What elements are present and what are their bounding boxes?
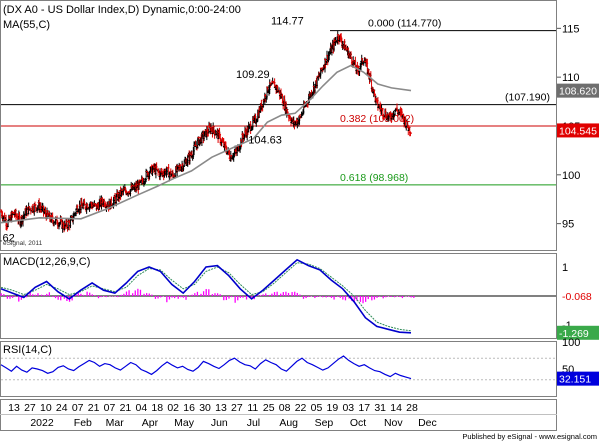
time-month-label: Aug: [279, 417, 298, 429]
swing-label: 109.29: [236, 69, 270, 81]
time-tick-label: 04: [136, 402, 148, 414]
time-tick-label: 24: [56, 402, 68, 414]
time-month-label: Dec: [418, 417, 437, 429]
swing-label: 94.62: [0, 232, 15, 244]
time-month-label: May: [174, 417, 195, 429]
swing-label: 114.77: [271, 16, 304, 28]
time-tick-label: 31: [374, 402, 386, 414]
time-tick-label: 30: [199, 402, 211, 414]
footer-credit: Published by eSignal - www.esignal.com: [462, 432, 597, 441]
time-month-label: Sep: [315, 417, 334, 429]
price-tick-label: 115: [562, 23, 580, 35]
time-tick-label: 17: [358, 402, 370, 414]
time-tick-label: 13: [8, 402, 20, 414]
watermark: eSignal, 2011: [3, 240, 43, 247]
signal-last-value: -1.269: [559, 328, 589, 340]
ma-last-tag: 108.620: [559, 86, 597, 98]
ma-label: MA(55,C): [3, 19, 50, 31]
price-tick-label: 95: [562, 219, 574, 231]
level-label-fib_382: 0.382 (105.002): [340, 113, 414, 125]
time-month-label: 2022: [30, 417, 54, 429]
time-axis: 13 27 10 24 07 21 07 21 04 18 02 16 30 13 27 11 25 08 22 05…: [8, 402, 437, 429]
macd-tick-label: 1: [562, 262, 568, 274]
rsi-pane-frame: [0, 341, 557, 397]
time-tick-label: 13: [215, 402, 227, 414]
price-tick-label: 110: [562, 72, 580, 84]
time-tick-label: 22: [295, 402, 307, 414]
time-tick-label: 07: [72, 402, 84, 414]
time-month-label: Nov: [384, 417, 403, 429]
level-label-resistance: (107.190): [505, 92, 550, 104]
time-tick-label: 02: [167, 402, 179, 414]
time-tick-label: 05: [311, 402, 323, 414]
time-month-label: Jun: [211, 417, 228, 429]
ma-55-line: [0, 64, 412, 224]
level-label-fib_618: 0.618 (98.968): [340, 172, 408, 184]
price-tick-label: 100: [562, 170, 580, 182]
time-tick-label: 16: [183, 402, 195, 414]
last-price-tag-bg: [557, 123, 599, 138]
time-tick-label: 03: [342, 402, 354, 414]
time-tick-label: 27: [24, 402, 36, 414]
time-tick-label: 25: [263, 402, 275, 414]
swing-label: 104.63: [248, 135, 282, 147]
rsi-last-tag-bg: [557, 371, 599, 386]
macd-label: MACD(12,26,9,C): [3, 256, 90, 268]
rsi-line: [0, 355, 412, 380]
price-pane: 951001051101150.000 (114.770)(107.190)0.…: [0, 16, 599, 244]
macd-line: [0, 258, 412, 334]
ma-last-tag-bg: [557, 83, 599, 98]
time-tick-label: 21: [120, 402, 132, 414]
macd-signal-line: [0, 262, 412, 332]
time-tick-label: 10: [40, 402, 52, 414]
time-tick-label: 14: [390, 402, 402, 414]
chart-title: (DX A0 - US Dollar Index,D) Dynamic,0:00…: [3, 4, 241, 16]
time-month-label: Feb: [74, 417, 92, 429]
rsi-tick-label: 100: [562, 337, 580, 349]
time-tick-label: 21: [88, 402, 100, 414]
time-month-label: Jul: [247, 417, 260, 429]
time-tick-label: 18: [151, 402, 163, 414]
macd-pane: -11-0.068-1.269: [0, 258, 599, 340]
signal-last-tag-bg: [557, 325, 599, 340]
rsi-last-value: 32.151: [559, 374, 591, 386]
last-price-tag: 104.545: [559, 125, 597, 137]
time-tick-label: 19: [327, 402, 339, 414]
time-month-label: Oct: [350, 417, 366, 429]
rsi-label: RSI(14,C): [3, 344, 52, 356]
time-month-label: Apr: [142, 417, 159, 429]
time-tick-label: 07: [104, 402, 116, 414]
macd-last-value: -0.068: [562, 291, 592, 303]
time-month-label: Mar: [106, 417, 125, 429]
time-tick-label: 11: [247, 402, 258, 414]
level-label-fib_0: 0.000 (114.770): [368, 18, 441, 30]
time-tick-label: 27: [231, 402, 243, 414]
time-tick-label: 08: [279, 402, 291, 414]
time-tick-label: 28: [406, 402, 418, 414]
